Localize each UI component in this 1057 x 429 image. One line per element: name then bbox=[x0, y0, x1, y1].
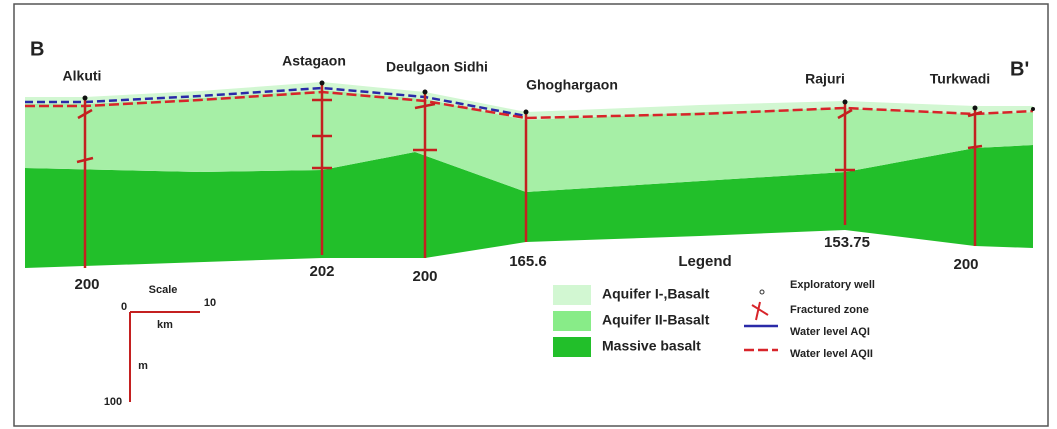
scale-label: 100 bbox=[104, 396, 122, 408]
legend-swatch bbox=[553, 311, 591, 331]
well-depth: 200 bbox=[953, 256, 978, 273]
well-name: Ghoghargaon bbox=[526, 77, 618, 93]
well-name: Turkwadi bbox=[930, 71, 990, 87]
scale-label: km bbox=[157, 319, 173, 331]
well-name: Alkuti bbox=[63, 68, 102, 84]
well-depth: 200 bbox=[412, 268, 437, 285]
well-depth: 153.75 bbox=[824, 234, 870, 251]
legend-swatch bbox=[553, 337, 591, 357]
legend-label: Aquifer II-Basalt bbox=[602, 312, 710, 328]
legend-title: Legend bbox=[678, 253, 731, 270]
legend-label: Exploratory well bbox=[790, 279, 875, 291]
section-start: B bbox=[30, 38, 44, 60]
legend-label: Water level AQI bbox=[790, 326, 870, 338]
scale-title: Scale bbox=[149, 284, 178, 296]
well-depth: 202 bbox=[309, 263, 334, 280]
scale-label: 10 bbox=[204, 297, 216, 309]
well-name: Astagaon bbox=[282, 53, 346, 69]
well-name: Rajuri bbox=[805, 71, 845, 87]
cross-section: B B' Alkuti Astagaon Deulgaon Sidhi Ghog… bbox=[0, 0, 1057, 429]
legend-label: Fractured zone bbox=[790, 304, 869, 316]
section-end: B' bbox=[1010, 58, 1029, 80]
legend-label: Massive basalt bbox=[602, 338, 701, 354]
scale-label: m bbox=[138, 360, 148, 372]
legend-label: Water level AQII bbox=[790, 348, 873, 360]
well-depth: 200 bbox=[74, 276, 99, 293]
well-name: Deulgaon Sidhi bbox=[386, 59, 488, 75]
scale-label: 0 bbox=[121, 301, 127, 313]
well-depth: 165.6 bbox=[509, 253, 547, 270]
legend-label: Aquifer I-,Basalt bbox=[602, 286, 710, 302]
legend-swatch bbox=[553, 285, 591, 305]
